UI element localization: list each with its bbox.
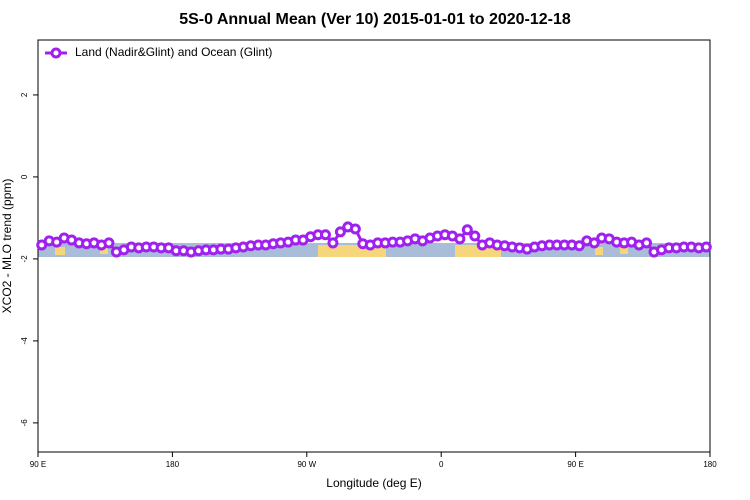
x-tick-label: 180 xyxy=(703,460,717,469)
x-tick-label: 90 E xyxy=(567,460,583,469)
x-tick-label: 0 xyxy=(439,460,444,469)
data-point xyxy=(319,229,331,241)
data-point xyxy=(327,237,339,249)
legend-marker xyxy=(50,47,62,59)
data-point xyxy=(469,230,481,242)
y-axis-label: XCO2 - MLO trend (ppm) xyxy=(0,179,14,314)
data-point xyxy=(103,237,115,249)
data-point xyxy=(641,237,653,249)
legend-label: Land (Nadir&Glint) and Ocean (Glint) xyxy=(75,45,272,59)
y-tick-label: -4 xyxy=(20,337,29,345)
y-tick-label: -6 xyxy=(20,419,29,427)
data-point xyxy=(454,233,466,245)
data-point xyxy=(461,224,473,236)
y-tick-label: -2 xyxy=(20,255,29,263)
data-point xyxy=(700,241,712,253)
chart-title: 5S-0 Annual Mean (Ver 10) 2015-01-01 to … xyxy=(179,11,571,28)
x-tick-label: 180 xyxy=(166,460,180,469)
y-tick-label: 0 xyxy=(20,174,29,179)
data-point xyxy=(334,226,346,238)
y-tick-label: 2 xyxy=(20,92,29,97)
x-tick-label: 90 E xyxy=(30,460,46,469)
data-point xyxy=(588,237,600,249)
data-point xyxy=(573,240,585,252)
x-tick-label: 90 W xyxy=(297,460,316,469)
x-axis-label: Longitude (deg E) xyxy=(326,476,421,490)
data-point xyxy=(349,223,361,235)
